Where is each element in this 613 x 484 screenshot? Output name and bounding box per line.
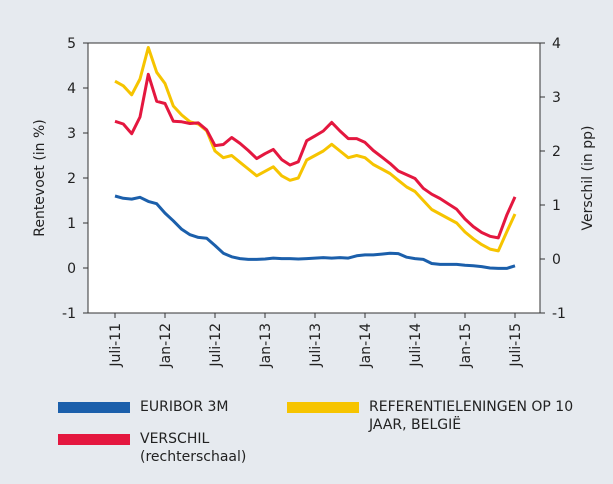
y2-axis-label: Verschil (in pp)	[580, 126, 596, 231]
x-tick-label: Jan-13	[258, 323, 274, 368]
x-tick-label: Juli-13	[308, 323, 324, 368]
y-axis-label: Rentevoet (in %)	[32, 119, 48, 237]
series-line	[114, 194, 516, 270]
legend-item: VERSCHIL (rechterschaal)	[58, 430, 270, 466]
x-tick-label: Jan-15	[458, 323, 474, 368]
x-tick-label: Juli-11	[108, 323, 124, 368]
y2-tick-label: 2	[552, 144, 561, 160]
legend-swatch	[58, 402, 130, 413]
legend-item: EURIBOR 3M	[58, 398, 340, 416]
y2-tick-label: 3	[552, 90, 561, 106]
y-tick-label: 3	[67, 126, 76, 142]
legend-swatch	[58, 434, 130, 445]
legend-item: REFERENTIELENINGEN OP 10 JAAR, BELGIË	[287, 398, 579, 434]
x-tick-label: Jan-12	[158, 323, 174, 368]
y-tick-label: -1	[62, 306, 76, 322]
x-tick-label: Juli-15	[508, 323, 524, 368]
y-tick-label: 1	[67, 216, 76, 232]
y2-tick-label: 4	[552, 36, 561, 52]
legend-label: VERSCHIL (rechterschaal)	[140, 431, 247, 465]
series-line	[114, 46, 517, 253]
y2-tick-label: 1	[552, 198, 561, 214]
legend-label: REFERENTIELENINGEN OP 10 JAAR, BELGIË	[369, 399, 574, 433]
legend-label: EURIBOR 3M	[140, 399, 229, 415]
series-line	[114, 72, 517, 240]
y-tick-label: 5	[67, 36, 76, 52]
legend-swatch	[287, 402, 359, 413]
y-tick-label: 0	[67, 261, 76, 277]
y2-tick-label: 0	[552, 252, 561, 268]
y2-tick-label: -1	[552, 306, 566, 322]
y-tick-label: 4	[67, 81, 76, 97]
x-tick-label: Jan-14	[358, 323, 374, 369]
x-tick-label: Juli-12	[208, 323, 224, 368]
y-tick-label: 2	[67, 171, 76, 187]
x-tick-label: Juli-14	[408, 323, 424, 368]
plot-area	[87, 42, 541, 314]
